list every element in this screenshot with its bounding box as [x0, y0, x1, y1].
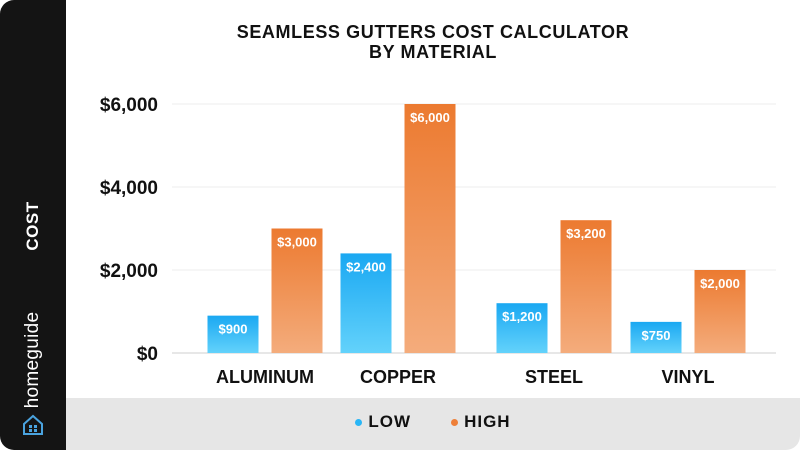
legend-bar: LOW HIGH	[66, 398, 800, 450]
x-tick-label: VINYL	[661, 367, 714, 387]
chart-title-line2: BY MATERIAL	[369, 42, 497, 62]
data-label: $900	[219, 322, 248, 337]
x-tick-label: COPPER	[360, 367, 436, 387]
y-tick-label: $6,000	[100, 95, 158, 116]
legend: LOW HIGH	[66, 412, 800, 432]
x-tick-label: STEEL	[525, 367, 583, 387]
legend-item-high: HIGH	[451, 412, 511, 432]
y-tick-label: $4,000	[100, 178, 158, 199]
bar-low-steel	[496, 303, 548, 353]
data-label: $6,000	[410, 110, 450, 125]
x-tick-label: ALUMINUM	[216, 367, 314, 387]
sidebar: COST homeguide	[0, 0, 66, 450]
bar-low-copper	[340, 253, 392, 353]
data-label: $1,200	[502, 309, 542, 324]
y-tick-label: $2,000	[100, 261, 158, 282]
bar-high-steel	[560, 220, 612, 353]
bar-low-aluminum	[207, 315, 259, 353]
legend-dot-low	[355, 418, 363, 426]
data-label: $750	[642, 328, 671, 343]
chart-title-line1: SEAMLESS GUTTERS COST CALCULATOR	[236, 22, 630, 42]
data-label: $3,200	[566, 226, 606, 241]
bar-low-vinyl	[630, 321, 682, 353]
chart-title: SEAMLESS GUTTERS COST CALCULATOR BY MATE…	[66, 22, 800, 62]
house-icon	[23, 414, 43, 435]
data-label: $2,400	[346, 259, 386, 274]
legend-item-low: LOW	[355, 412, 411, 432]
data-label: $2,000	[700, 276, 740, 291]
legend-label-high: HIGH	[464, 412, 511, 431]
bar-chart: $0 $2,000 $4,000 $6,000 $900 $3,000 ALUMINUM $…	[100, 95, 776, 387]
y-tick-label: $0	[137, 344, 158, 365]
data-label: $3,000	[277, 235, 317, 250]
bar-high-vinyl	[694, 270, 746, 353]
bar-high-copper	[404, 104, 456, 353]
bar-high-aluminum	[271, 228, 323, 353]
legend-label-low: LOW	[368, 412, 412, 431]
legend-dot-high	[451, 418, 459, 426]
